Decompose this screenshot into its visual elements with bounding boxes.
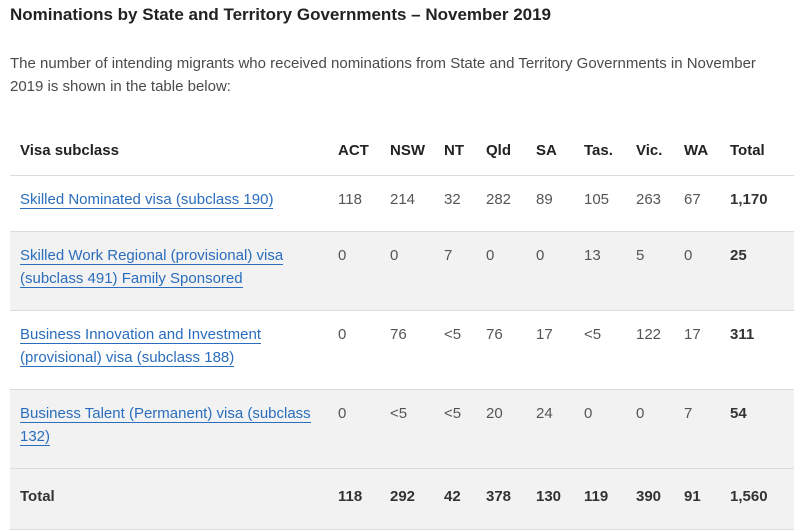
cell-sa: 89 [526,175,574,232]
header-act: ACT [328,126,380,176]
cell-wa: 0 [674,231,720,311]
cell-wa: 17 [674,310,720,390]
cell-nt: <5 [434,389,476,469]
cell-total: 1,170 [720,175,794,232]
cell-vic: 263 [626,175,674,232]
cell-nsw: 214 [380,175,434,232]
total-act: 118 [328,468,380,530]
header-tas: Tas. [574,126,626,176]
cell-vic: 0 [626,389,674,469]
cell-tas: <5 [574,310,626,390]
total-sa: 130 [526,468,574,530]
cell-tas: 13 [574,231,626,311]
nominations-table: Visa subclass ACT NSW NT Qld SA Tas. Vic… [10,126,794,530]
cell-nt: 7 [434,231,476,311]
cell-qld: 282 [476,175,526,232]
total-vic: 390 [626,468,674,530]
table-row: Skilled Work Regional (provisional) visa… [10,231,794,311]
cell-tas: 0 [574,389,626,469]
cell-sa: 24 [526,389,574,469]
table-row: Skilled Nominated visa (subclass 190) 11… [10,175,794,232]
cell-wa: 7 [674,389,720,469]
cell-nt: 32 [434,175,476,232]
visa-cell: Business Talent (Permanent) visa (subcla… [10,389,328,469]
total-nsw: 292 [380,468,434,530]
table-row: Business Innovation and Investment (prov… [10,310,794,390]
cell-sa: 17 [526,310,574,390]
cell-vic: 5 [626,231,674,311]
table-total-row: Total 118 292 42 378 130 119 390 91 1,56… [10,468,794,530]
intro-text: The number of intending migrants who rec… [10,55,756,95]
total-label: Total [10,468,328,530]
total-qld: 378 [476,468,526,530]
cell-act: 0 [328,310,380,390]
header-wa: WA [674,126,720,176]
cell-sa: 0 [526,231,574,311]
total-tas: 119 [574,468,626,530]
cell-total: 311 [720,310,794,390]
header-total: Total [720,126,794,176]
visa-link-188[interactable]: Business Innovation and Investment (prov… [20,326,261,367]
cell-tas: 105 [574,175,626,232]
cell-qld: 20 [476,389,526,469]
cell-nsw: <5 [380,389,434,469]
visa-cell: Skilled Nominated visa (subclass 190) [10,175,328,232]
table-header-row: Visa subclass ACT NSW NT Qld SA Tas. Vic… [10,126,794,176]
cell-vic: 122 [626,310,674,390]
page-title: Nominations by State and Territory Gover… [10,5,552,24]
cell-wa: 67 [674,175,720,232]
header-sa: SA [526,126,574,176]
header-visa-subclass: Visa subclass [10,126,328,176]
table-row: Business Talent (Permanent) visa (subcla… [10,389,794,469]
visa-link-190[interactable]: Skilled Nominated visa (subclass 190) [20,191,274,209]
cell-qld: 76 [476,310,526,390]
cell-qld: 0 [476,231,526,311]
cell-act: 0 [328,389,380,469]
visa-link-132[interactable]: Business Talent (Permanent) visa (subcla… [20,405,311,446]
cell-nsw: 76 [380,310,434,390]
total-total: 1,560 [720,468,794,530]
header-qld: Qld [476,126,526,176]
total-nt: 42 [434,468,476,530]
cell-act: 118 [328,175,380,232]
visa-cell: Business Innovation and Investment (prov… [10,310,328,390]
header-vic: Vic. [626,126,674,176]
total-wa: 91 [674,468,720,530]
cell-nsw: 0 [380,231,434,311]
visa-cell: Skilled Work Regional (provisional) visa… [10,231,328,311]
cell-act: 0 [328,231,380,311]
visa-link-491[interactable]: Skilled Work Regional (provisional) visa… [20,247,284,288]
header-nsw: NSW [380,126,434,176]
cell-total: 54 [720,389,794,469]
cell-nt: <5 [434,310,476,390]
header-nt: NT [434,126,476,176]
cell-total: 25 [720,231,794,311]
